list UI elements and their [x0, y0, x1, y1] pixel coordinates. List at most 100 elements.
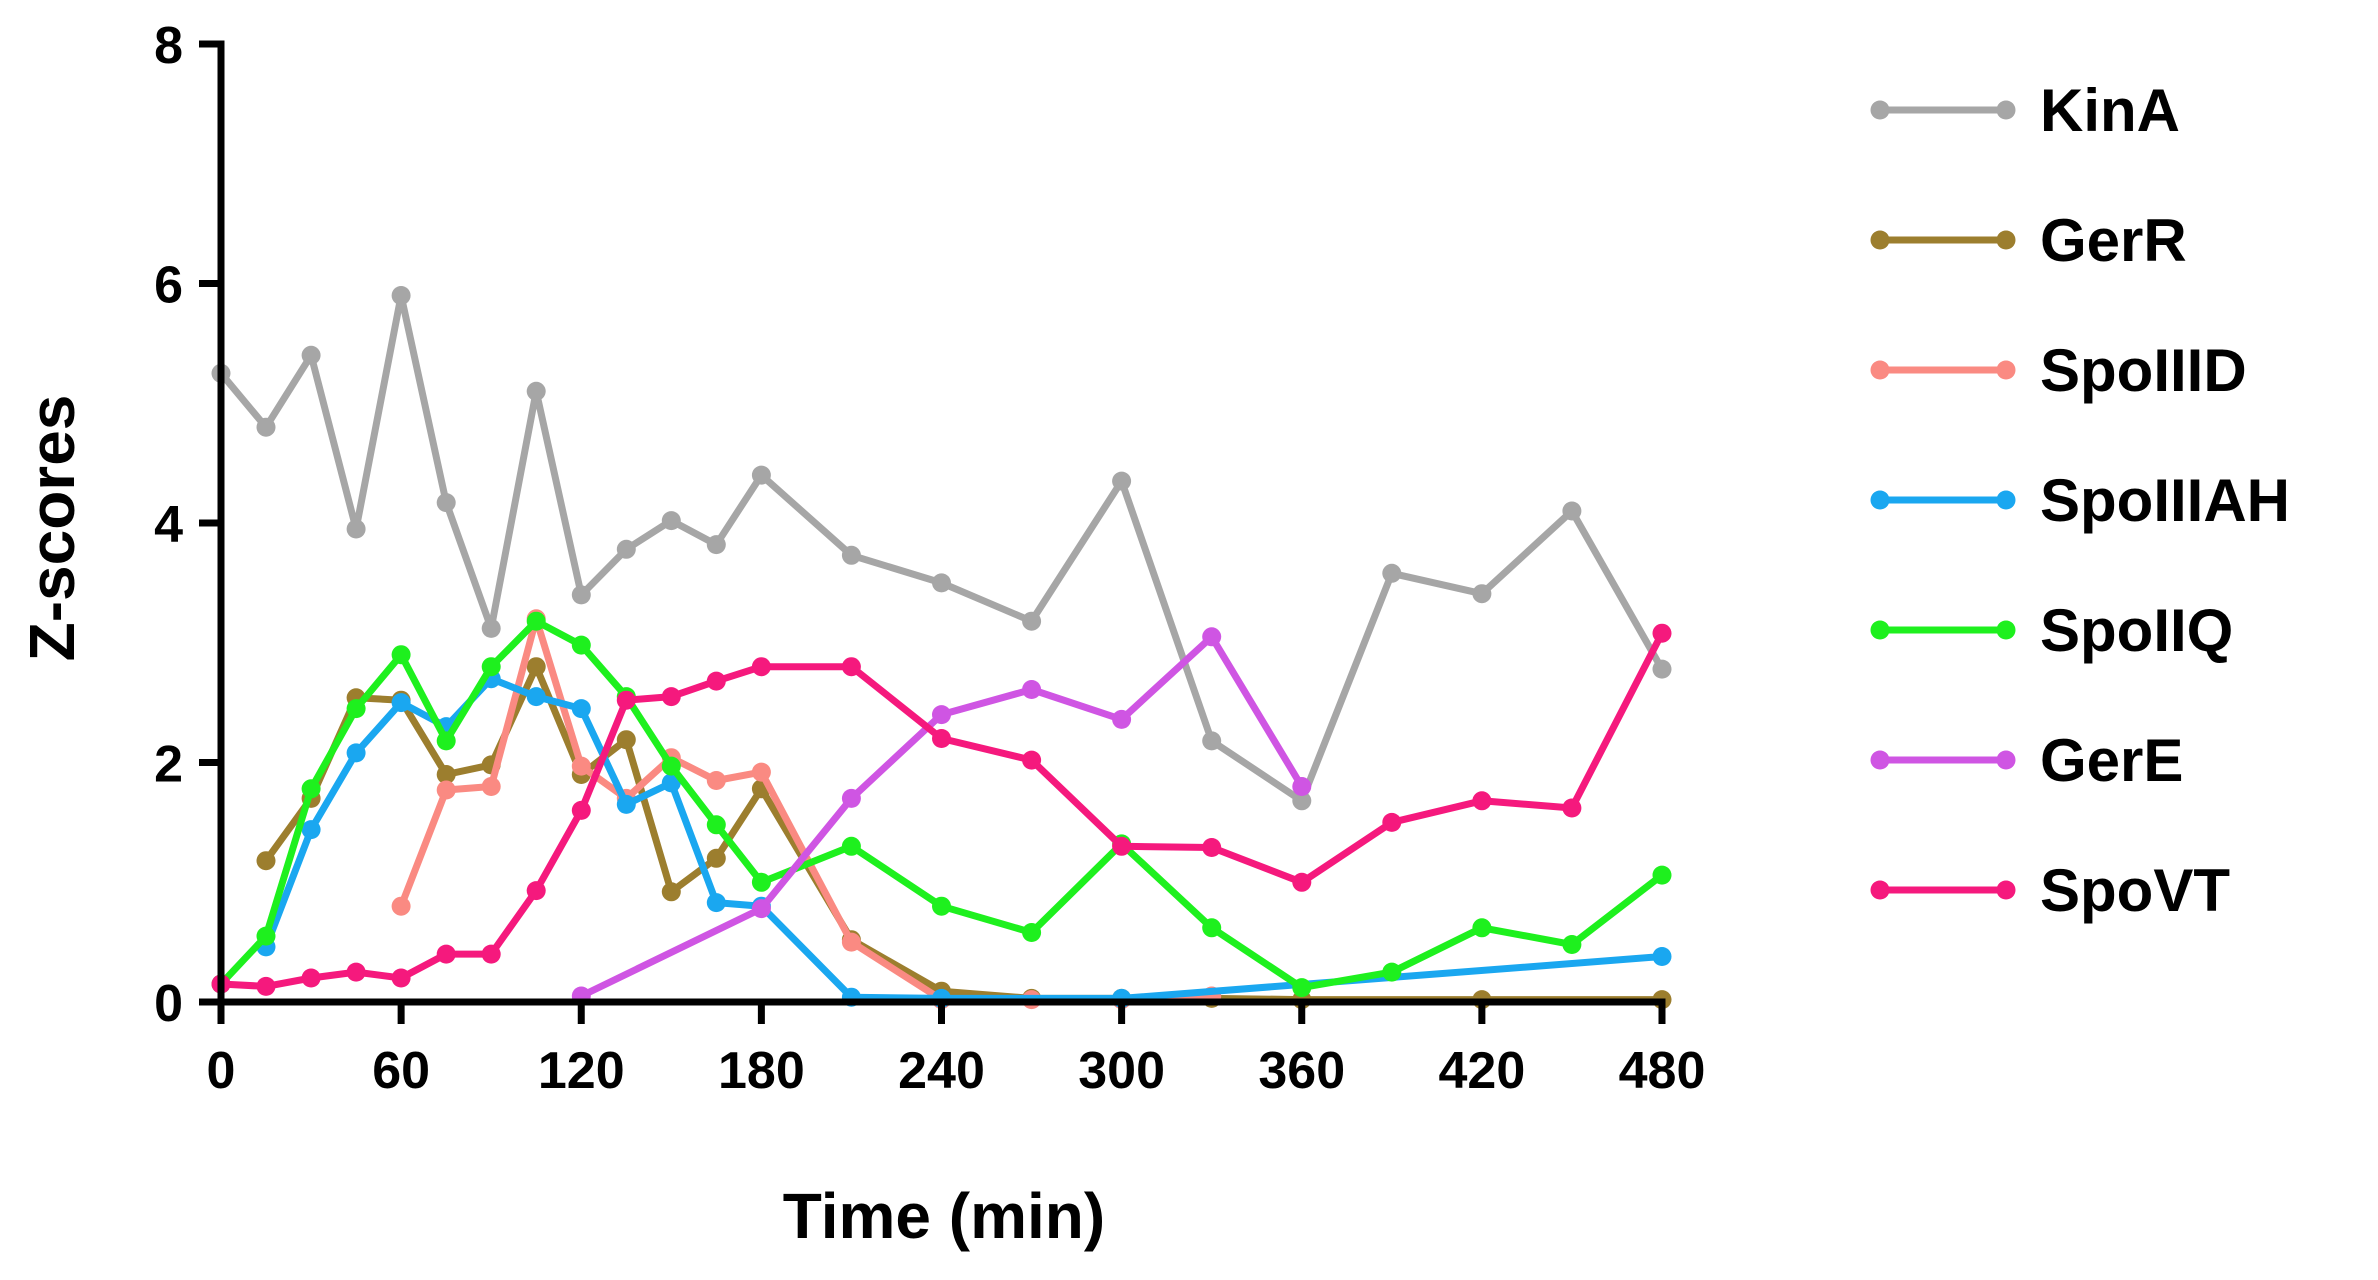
data-point-kina-1 [256, 417, 276, 437]
data-point-spovt-20 [1472, 791, 1492, 811]
data-point-kina-2 [301, 345, 321, 365]
y-tick-label-2: 2 [154, 736, 183, 794]
data-point-gerr-6 [526, 657, 546, 677]
data-point-spovt-6 [481, 944, 501, 964]
data-point-spoiiiah-9 [661, 773, 681, 793]
series-spoiiq [211, 611, 1672, 998]
series-layer [211, 286, 1672, 1010]
data-point-spovt-7 [526, 881, 546, 901]
data-point-kina-9 [616, 539, 636, 559]
data-point-spoiiid-0 [391, 896, 411, 916]
x-tick-label-0: 0 [207, 1042, 236, 1100]
data-point-spovt-2 [301, 968, 321, 988]
x-tick-label-180: 180 [718, 1042, 805, 1100]
data-point-spoiiq-7 [526, 611, 546, 631]
data-point-kina-16 [1112, 471, 1132, 491]
x-tick-label-360: 360 [1258, 1042, 1345, 1100]
data-point-spoiiid-7 [706, 771, 726, 790]
series-gere [571, 627, 1312, 1006]
data-point-spovt-13 [841, 657, 861, 677]
legend-item-gerr: GerR [1870, 207, 2187, 274]
data-point-spoiiq-14 [932, 896, 951, 916]
data-point-gere-2 [841, 788, 861, 808]
legend-label-gere: GerE [2040, 727, 2183, 794]
data-point-spoiiq-11 [706, 815, 726, 835]
data-point-spoiiq-17 [1202, 918, 1222, 938]
legend-label-spoiiiah: SpoIIIAH [2040, 467, 2290, 534]
data-point-spoiiq-15 [1022, 923, 1042, 942]
legend-label-kina: KinA [2040, 77, 2180, 144]
legend-label-spoiiid: SpoIIID [2040, 337, 2247, 404]
data-point-kina-8 [571, 585, 591, 605]
axes: 0 60 120 180 240 300 360 420 480 0 2 4 6 8 [154, 17, 1705, 1100]
data-point-spoiiq-5 [436, 731, 456, 751]
legend-marker-start-gere [1870, 750, 1890, 770]
data-point-gerr-0 [256, 851, 276, 871]
data-point-spoiiiah-10 [706, 893, 726, 913]
legend-marker-end-kina [1996, 100, 2016, 120]
legend-marker-end-spovt [1996, 880, 2016, 900]
x-tick-label-480: 480 [1619, 1042, 1706, 1100]
y-tick-label-8: 8 [154, 17, 183, 75]
data-point-kina-17 [1202, 731, 1222, 751]
data-point-kina-15 [1022, 611, 1042, 631]
data-point-spoiiiah-3 [391, 693, 411, 713]
data-point-kina-3 [346, 519, 366, 539]
legend-marker-start-gerr [1870, 230, 1890, 250]
legend-label-spoiiq: SpoIIQ [2040, 597, 2233, 664]
data-point-kina-14 [932, 573, 951, 593]
data-point-spoiiq-2 [301, 779, 321, 799]
data-point-gerr-4 [436, 765, 456, 784]
data-point-spovt-17 [1202, 838, 1222, 857]
y-tick-label-4: 4 [154, 496, 183, 554]
series-line-spoiiid [397, 615, 1216, 1004]
data-point-spoiiq-12 [751, 872, 771, 892]
data-point-spoiiq-22 [1652, 865, 1672, 885]
data-point-kina-18 [1292, 791, 1312, 811]
legend-marker-end-gerr [1996, 230, 2016, 250]
data-point-spoiiid-8 [751, 762, 771, 782]
data-point-kina-11 [706, 535, 726, 555]
data-point-spoiiiah-2 [346, 743, 366, 763]
series-kina [211, 286, 1672, 811]
data-point-spoiiid-2 [481, 777, 501, 796]
data-point-gere-7 [1292, 777, 1312, 796]
legend: KinA GerR SpoIIID SpoIIIAH SpoIIQ GerE SpoVT [1870, 77, 2290, 924]
legend-item-spoiiq: SpoIIQ [1870, 597, 2233, 664]
data-point-spovt-10 [661, 687, 681, 707]
data-point-gere-3 [932, 705, 951, 725]
data-point-spoiiq-21 [1562, 935, 1582, 954]
data-point-gere-4 [1022, 680, 1042, 699]
series-line-gerr [262, 663, 1666, 1004]
data-point-spoiiiah-15 [1652, 947, 1672, 966]
legend-item-gere: GerE [1870, 727, 2183, 794]
series-line-spoiiiah [262, 675, 1666, 1002]
legend-item-spoiiiah: SpoIIIAH [1870, 467, 2290, 534]
data-point-kina-4 [391, 286, 411, 305]
data-point-kina-21 [1562, 501, 1582, 521]
legend-item-kina: KinA [1870, 77, 2180, 144]
data-point-kina-20 [1472, 584, 1492, 604]
data-point-kina-5 [436, 493, 456, 513]
data-point-spovt-11 [706, 671, 726, 691]
data-point-spoiiiah-1 [301, 820, 321, 840]
data-point-spovt-21 [1562, 798, 1582, 818]
data-point-spoiiiah-7 [571, 699, 591, 719]
data-point-gere-6 [1202, 627, 1222, 647]
data-point-spoiiid-1 [436, 780, 456, 800]
data-point-spoiiq-8 [571, 635, 591, 655]
data-point-gere-1 [751, 899, 771, 919]
data-point-spovt-15 [1022, 750, 1042, 770]
data-point-spovt-5 [436, 944, 456, 964]
legend-marker-end-spoiiq [1996, 620, 2016, 640]
data-point-gerr-10 [706, 848, 726, 868]
data-point-kina-13 [841, 545, 861, 565]
data-point-spovt-8 [571, 800, 591, 820]
data-point-spoiiq-4 [391, 645, 411, 665]
data-point-spoiiiah-8 [616, 794, 636, 814]
data-point-spoiiq-18 [1292, 978, 1312, 998]
x-tick-label-240: 240 [898, 1042, 985, 1100]
x-tick-label-300: 300 [1078, 1042, 1165, 1100]
data-point-spoiiid-9 [841, 932, 861, 952]
y-axis-title: Z-scores [16, 395, 88, 662]
